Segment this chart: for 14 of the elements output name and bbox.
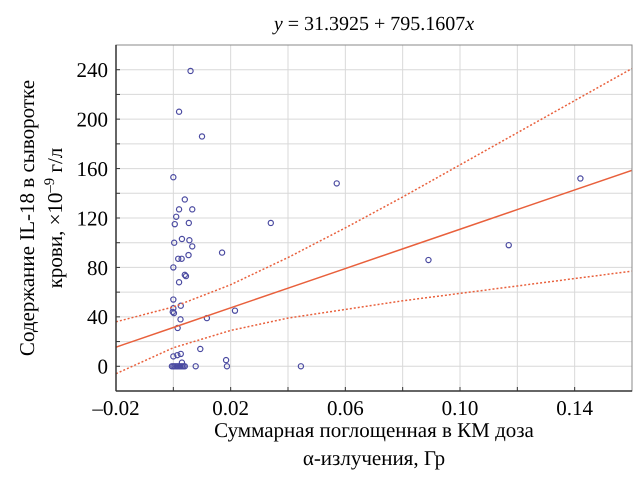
y-tick-label: 0 [98, 354, 108, 379]
y-tick-label: 80 [87, 256, 108, 280]
y-tick-label: 40 [87, 305, 108, 330]
x-tick-label: 0.06 [326, 396, 364, 420]
chart-title: y = 31.3925 + 795.1607x [272, 13, 474, 35]
y-tick-label: 160 [76, 156, 108, 181]
x-tick-label: 0.14 [556, 396, 594, 420]
x-axis-title: Суммарная поглощенная в КМ доза α-излучения, Гр [214, 418, 535, 470]
x-tick-label: 0.10 [442, 396, 478, 420]
y-tick-label: 120 [76, 206, 108, 230]
x-tick-label: 0.02 [212, 396, 250, 420]
y-tick-label: 200 [76, 107, 108, 132]
x-tick-label: –0.02 [91, 396, 140, 420]
y-tick-label: 240 [76, 58, 108, 82]
